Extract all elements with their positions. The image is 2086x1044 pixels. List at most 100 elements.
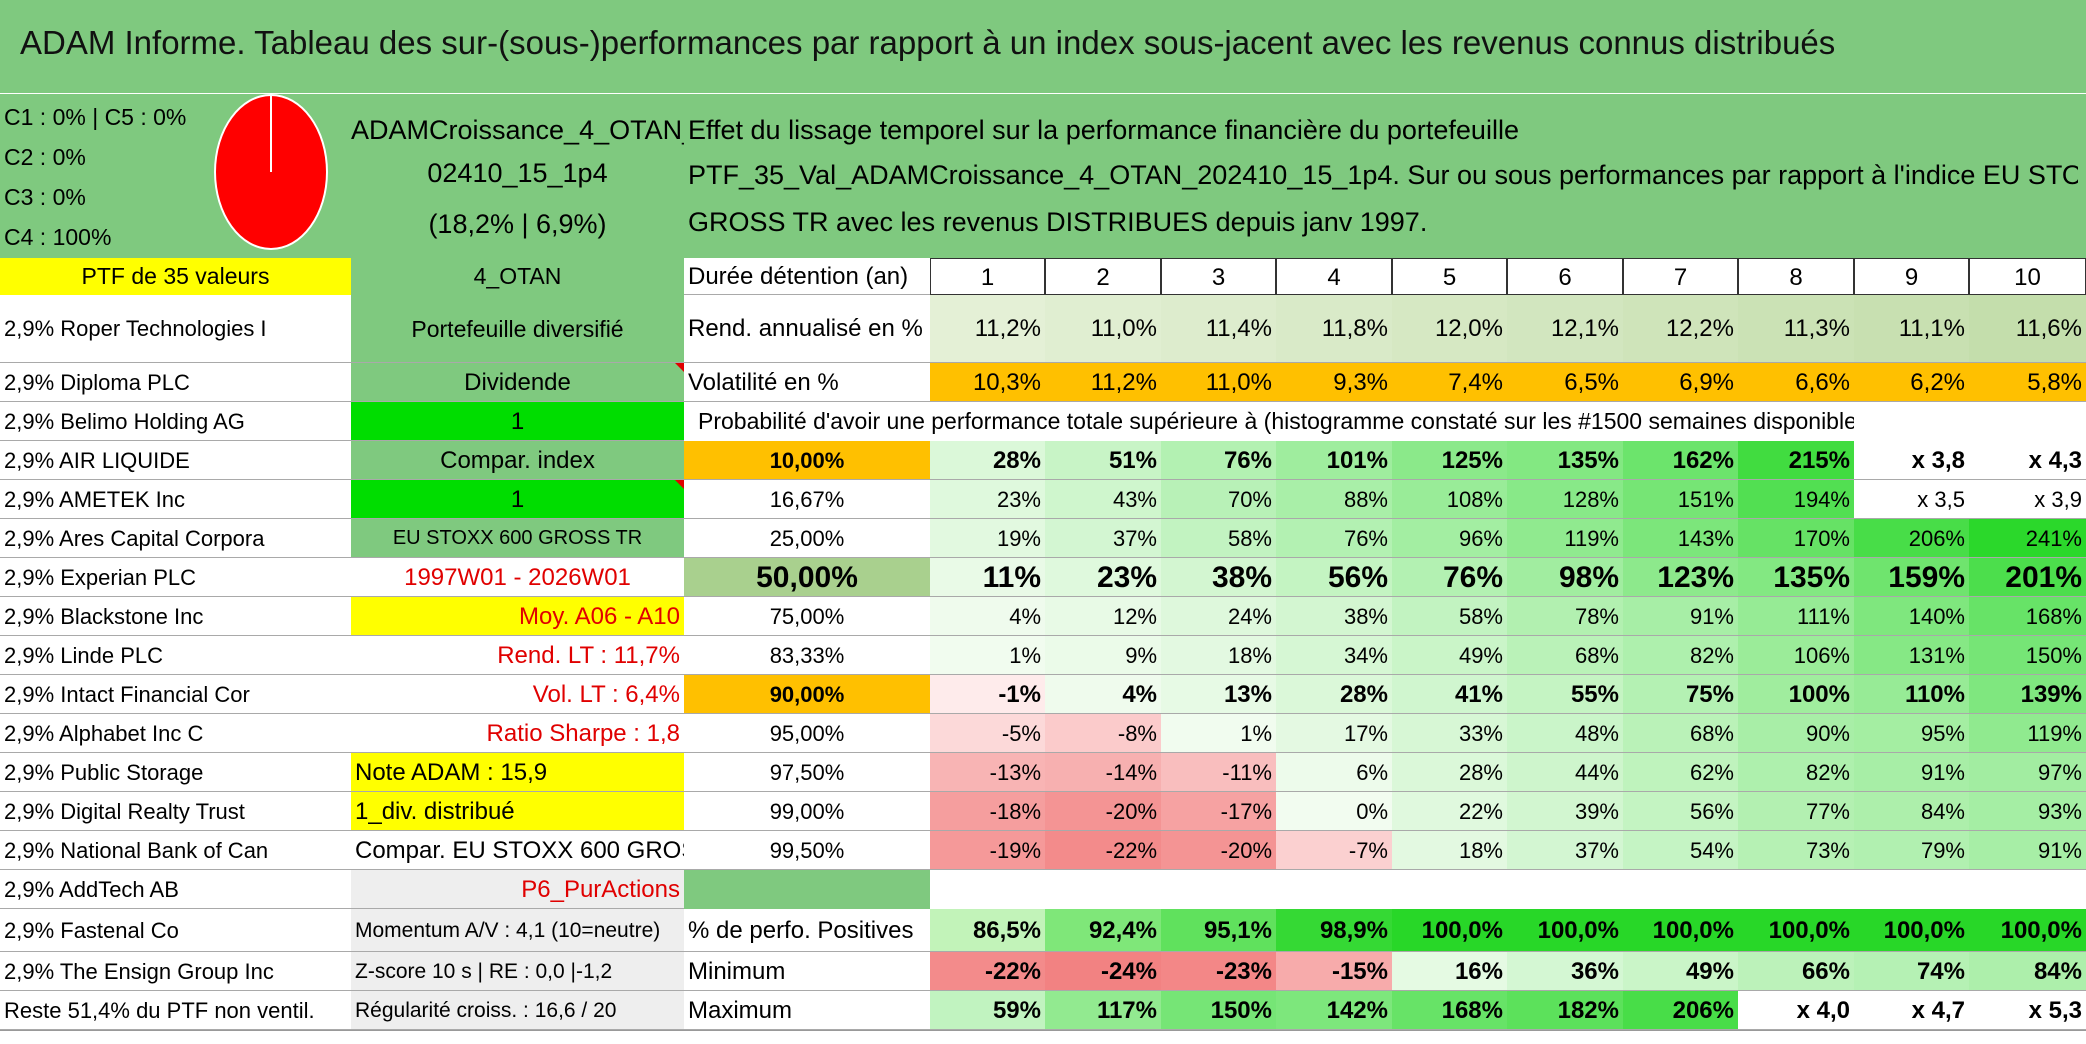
proba-value: 98%: [1507, 558, 1623, 597]
proba-value: 91%: [1623, 597, 1738, 636]
year-header: 9: [1854, 258, 1969, 295]
year-header: 7: [1623, 258, 1738, 295]
proba-threshold: 75,00%: [684, 597, 930, 636]
vol-label: Volatilité en %: [684, 363, 930, 402]
pos-value: 100,0%: [1854, 909, 1969, 952]
proba-header: Probabilité d'avoir une performance tota…: [698, 408, 1854, 434]
year-header: 3: [1161, 258, 1276, 295]
composition-c1-c5: C1 : 0% | C5 : 0%: [4, 104, 187, 130]
duration-label: Durée détention (an): [684, 258, 930, 295]
info-cell: Note ADAM : 15,9: [351, 753, 684, 792]
rend-value: 11,4%: [1161, 295, 1276, 363]
pos-value: 86,5%: [930, 909, 1045, 952]
pos-value: 95,1%: [1161, 909, 1276, 952]
comment-flag-icon: [675, 480, 684, 489]
proba-value: 0%: [1276, 792, 1392, 831]
proba-value: 18%: [1161, 636, 1276, 675]
proba-value: 168%: [1969, 597, 2086, 636]
year-header: 6: [1507, 258, 1623, 295]
proba-value: 125%: [1392, 441, 1507, 480]
proba-value: 151%: [1623, 480, 1738, 519]
portfolio-name-panel: [351, 94, 684, 258]
max-value: 117%: [1045, 991, 1161, 1030]
year-header: 1: [930, 258, 1045, 295]
pos-value: 100,0%: [1738, 909, 1854, 952]
max-value: x 4,0: [1738, 991, 1854, 1030]
holding-row: 2,9% Intact Financial Cor: [0, 675, 351, 714]
proba-value: 43%: [1045, 480, 1161, 519]
info-cell: Dividende: [351, 363, 684, 402]
portfolio-code: 4_OTAN: [351, 258, 684, 295]
holding-row: 2,9% AMETEK Inc: [0, 480, 351, 519]
vol-value: 6,6%: [1738, 363, 1854, 402]
proba-value: -11%: [1161, 753, 1276, 792]
min-value: 16%: [1392, 952, 1507, 991]
info-cell: Ratio Sharpe : 1,8: [351, 714, 684, 753]
proba-value: 48%: [1507, 714, 1623, 753]
proba-value: 100%: [1738, 675, 1854, 714]
proba-value: x 4,3: [1969, 441, 2086, 480]
proba-value: 18%: [1392, 831, 1507, 870]
proba-value: 19%: [930, 519, 1045, 558]
max-label: Maximum: [684, 991, 930, 1030]
pos-value: 100,0%: [1392, 909, 1507, 952]
proba-value: 96%: [1392, 519, 1507, 558]
max-value: 142%: [1276, 991, 1392, 1030]
proba-value: 76%: [1276, 519, 1392, 558]
holding-row: 2,9% The Ensign Group Inc: [0, 952, 351, 991]
composition-c4: C4 : 100%: [4, 224, 112, 250]
proba-value: -5%: [930, 714, 1045, 753]
comment-flag-icon: [675, 363, 684, 372]
pos-value: 100,0%: [1969, 909, 2086, 952]
proba-threshold: 16,67%: [684, 480, 930, 519]
proba-value: 12%: [1045, 597, 1161, 636]
min-value: 66%: [1738, 952, 1854, 991]
proba-value: 159%: [1854, 558, 1969, 597]
proba-value: 62%: [1623, 753, 1738, 792]
proba-value: 37%: [1045, 519, 1161, 558]
proba-value: 39%: [1507, 792, 1623, 831]
pos-value: 100,0%: [1507, 909, 1623, 952]
info-cell: P6_PurActions: [351, 870, 684, 909]
info-cell: Rend. LT : 11,7%: [351, 636, 684, 675]
vol-value: 11,2%: [1045, 363, 1161, 402]
proba-value: 1%: [1161, 714, 1276, 753]
proba-value: 23%: [1045, 558, 1161, 597]
proba-value: 33%: [1392, 714, 1507, 753]
max-value: 150%: [1161, 991, 1276, 1030]
proba-value: 84%: [1854, 792, 1969, 831]
proba-value: 70%: [1161, 480, 1276, 519]
proba-value: 73%: [1738, 831, 1854, 870]
info-cell: 1: [351, 480, 684, 519]
ptf-count-label: PTF de 35 valeurs: [0, 258, 351, 295]
holding-row: 2,9% AddTech AB: [0, 870, 351, 909]
proba-value: 23%: [930, 480, 1045, 519]
proba-value: 56%: [1623, 792, 1738, 831]
proba-value: -19%: [930, 831, 1045, 870]
vol-value: 9,3%: [1276, 363, 1392, 402]
proba-value: 9%: [1045, 636, 1161, 675]
min-value: -24%: [1045, 952, 1161, 991]
proba-value: 119%: [1507, 519, 1623, 558]
proba-value: 119%: [1969, 714, 2086, 753]
portfolio-name-line3: (18,2% | 6,9%): [428, 209, 607, 239]
holding-row: 2,9% Digital Realty Trust: [0, 792, 351, 831]
rend-value: 11,2%: [930, 295, 1045, 363]
proba-threshold: 50,00%: [684, 558, 930, 597]
portfolio-name-line1: ADAMCroissance_4_OTAN_2: [351, 115, 684, 145]
proba-value: -8%: [1045, 714, 1161, 753]
proba-value: -13%: [930, 753, 1045, 792]
proba-value: 101%: [1276, 441, 1392, 480]
proba-value: -20%: [1045, 792, 1161, 831]
proba-value: 93%: [1969, 792, 2086, 831]
proba-value: 78%: [1507, 597, 1623, 636]
proba-value: 77%: [1738, 792, 1854, 831]
composition-pie-chart: [212, 94, 330, 254]
proba-value: 140%: [1854, 597, 1969, 636]
proba-value: x 3,9: [1969, 480, 2086, 519]
spacer-green: [684, 870, 930, 909]
proba-value: x 3,5: [1854, 480, 1969, 519]
holding-row: 2,9% National Bank of Can: [0, 831, 351, 870]
min-value: 74%: [1854, 952, 1969, 991]
holding-row: 2,9% Fastenal Co: [0, 909, 351, 952]
